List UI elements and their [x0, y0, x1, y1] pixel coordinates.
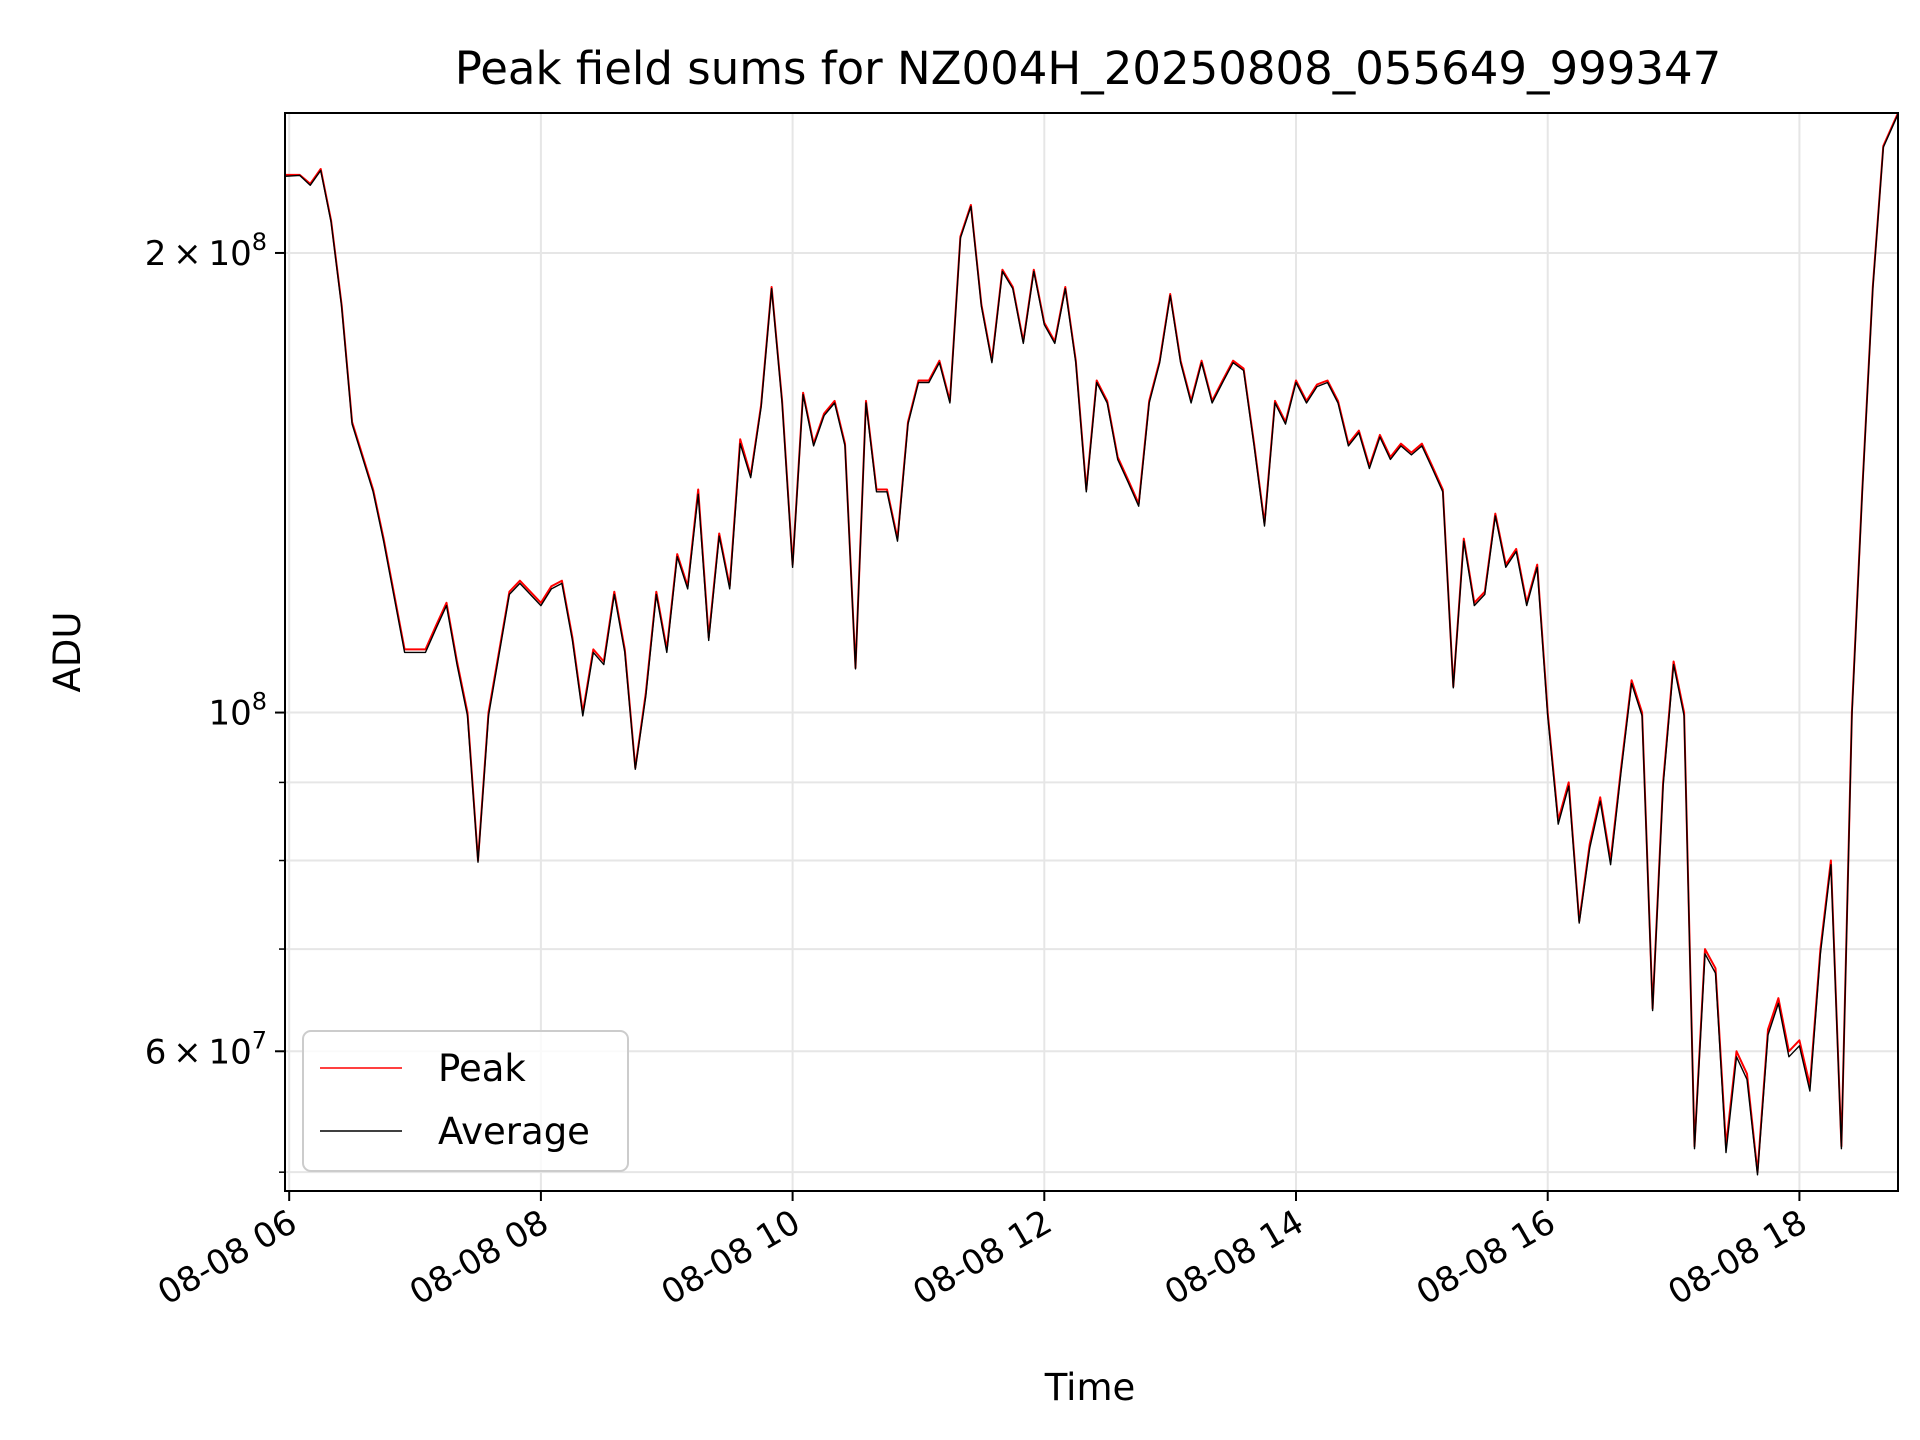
- plot-frame: [284, 112, 1899, 1192]
- y-axis-label: ADU: [46, 612, 89, 693]
- legend-peak-label: Peak: [438, 1047, 526, 1090]
- y-tick-label: 2 × 108: [145, 228, 267, 274]
- legend-average-label: Average: [438, 1110, 590, 1153]
- series-lines: [284, 112, 1899, 1176]
- y-tick-label: 108: [208, 688, 267, 734]
- chart-title: Peak field sums for NZ004H_20250808_0556…: [455, 42, 1722, 95]
- legend-box: [302, 1030, 629, 1172]
- x-axis-label: Time: [1044, 1366, 1136, 1409]
- y-tick-label: 6 × 107: [145, 1026, 267, 1072]
- legend: Peak Average: [302, 1030, 629, 1172]
- series-line-average: [284, 114, 1899, 1176]
